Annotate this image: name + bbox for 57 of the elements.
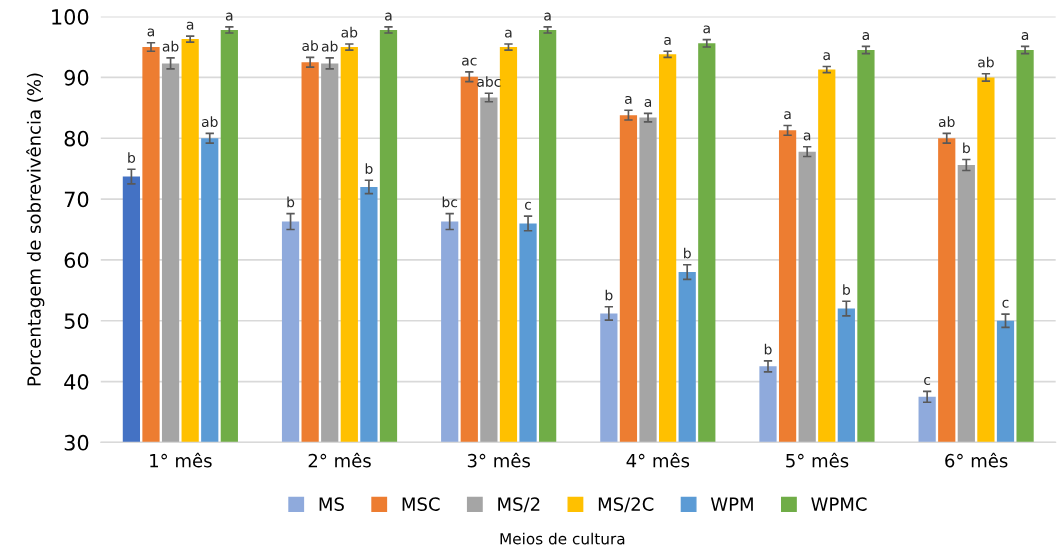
data-label: b (287, 196, 295, 208)
x-tick-label: 2° mês (308, 452, 371, 468)
x-tick-label: 1° mês (150, 452, 212, 468)
data-label: a (644, 98, 652, 107)
data-label: a (664, 36, 671, 45)
data-label: b (843, 284, 850, 295)
x-tick-label: 5° mês (786, 452, 849, 468)
y-tick-label: 90 (64, 69, 89, 86)
data-label: ab (302, 40, 319, 52)
x-tick-label: 4° mês (626, 452, 690, 468)
data-label: b (764, 343, 772, 355)
legend-label: MSC (402, 497, 440, 511)
data-label: ab (321, 40, 338, 52)
data-label: a (823, 52, 830, 61)
legend-label: MS (319, 497, 344, 511)
y-tick-label: 100 (52, 9, 89, 25)
data-label: b (963, 142, 970, 154)
legend-label: WPM (710, 497, 753, 511)
legend-label: WPMC (811, 497, 867, 511)
data-label: b (128, 152, 136, 163)
data-label: b (684, 247, 691, 259)
y-tick-label: 70 (64, 191, 89, 208)
y-tick-label: 50 (64, 313, 89, 329)
data-label: c (1002, 299, 1009, 308)
data-label: a (862, 32, 869, 41)
y-tick-label: 40 (64, 374, 89, 390)
x-tick-label: 6° mês (945, 452, 1008, 468)
data-label: bc (442, 196, 458, 208)
data-label: ab (341, 26, 358, 38)
data-label: a (784, 111, 791, 120)
data-label: ab (938, 116, 955, 128)
y-tick-label: 30 (64, 434, 89, 451)
x-axis-title: Meios de cultura (500, 532, 625, 545)
data-label: b (365, 163, 373, 174)
data-label: a (625, 95, 632, 104)
legend-label: MS/2 (498, 497, 540, 513)
y-tick-label: 60 (64, 252, 89, 269)
data-label: a (147, 28, 154, 37)
data-label: a (703, 25, 710, 34)
data-label: a (544, 12, 551, 21)
data-label: a (385, 12, 392, 21)
data-label: ab (201, 116, 218, 128)
data-label: a (505, 29, 512, 38)
data-label: a (1021, 32, 1029, 41)
y-axis-title: Porcentagem de sobrevivência (%) (26, 73, 45, 386)
data-label: a (225, 12, 233, 21)
data-label: ab (978, 56, 994, 68)
data-label: ab (162, 40, 179, 52)
data-label: c (525, 201, 532, 210)
legend-label: MS/2C (598, 497, 654, 513)
data-label: a (803, 132, 811, 141)
data-label: c (924, 376, 931, 385)
data-label: a (186, 21, 194, 30)
data-label: b (605, 289, 613, 301)
data-label: ac (462, 57, 477, 66)
y-tick-label: 80 (64, 130, 89, 147)
x-tick-label: 3° mês (467, 452, 530, 468)
